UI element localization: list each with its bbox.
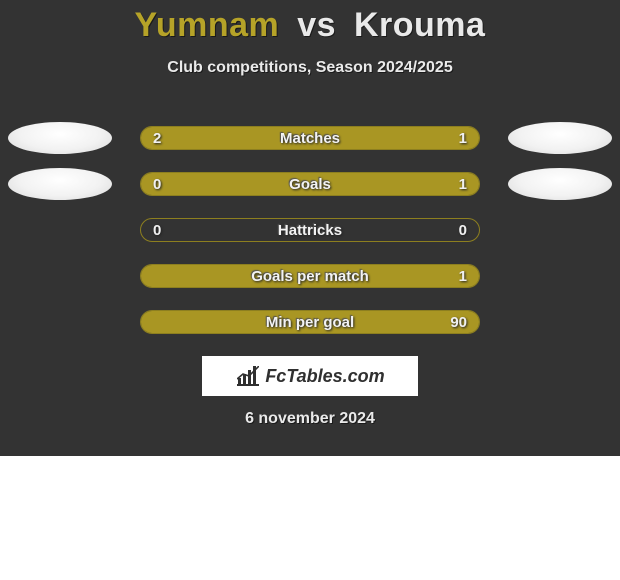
bar-fill-left	[141, 173, 202, 195]
bar-fill-right	[202, 173, 479, 195]
comparison-card: Yumnam vs Krouma Club competitions, Seas…	[0, 0, 620, 456]
player2-avatar	[508, 168, 612, 200]
stat-label: Hattricks	[141, 219, 479, 241]
player1-name: Yumnam	[135, 6, 280, 44]
bar-fill-right	[141, 265, 479, 287]
snapshot-date: 6 november 2024	[0, 410, 620, 428]
bar-fill-left	[141, 127, 366, 149]
stat-bar: 21Matches	[140, 126, 480, 150]
stat-bar: 0 0Hattricks	[140, 218, 480, 242]
player1-avatar	[8, 122, 112, 154]
player2-avatar	[508, 122, 612, 154]
stat-value-right: 0	[459, 219, 467, 241]
stat-row: 21Matches	[0, 126, 620, 150]
player2-name: Krouma	[354, 6, 485, 44]
vs-label: vs	[297, 6, 336, 44]
stat-rows: 21Matches 01Goals 0 0Hattricks 1Goals per ma…	[0, 126, 620, 356]
stat-bar: 01Goals	[140, 172, 480, 196]
stat-value-left: 0	[153, 219, 161, 241]
player1-avatar	[8, 168, 112, 200]
brand-logo: FcTables.com	[202, 356, 418, 396]
barchart-icon	[235, 366, 261, 386]
stat-row: 01Goals	[0, 172, 620, 196]
trendline-icon	[237, 366, 259, 380]
stat-bar: 1Goals per match	[140, 264, 480, 288]
comparison-title: Yumnam vs Krouma	[0, 0, 620, 45]
bar-fill-right	[366, 127, 479, 149]
stat-row: 0 0Hattricks	[0, 218, 620, 242]
bar-fill-right	[141, 311, 479, 333]
stat-row: 90Min per goal	[0, 310, 620, 334]
brand-text: FcTables.com	[265, 366, 384, 387]
subtitle: Club competitions, Season 2024/2025	[0, 59, 620, 77]
stat-bar: 90Min per goal	[140, 310, 480, 334]
stat-row: 1Goals per match	[0, 264, 620, 288]
